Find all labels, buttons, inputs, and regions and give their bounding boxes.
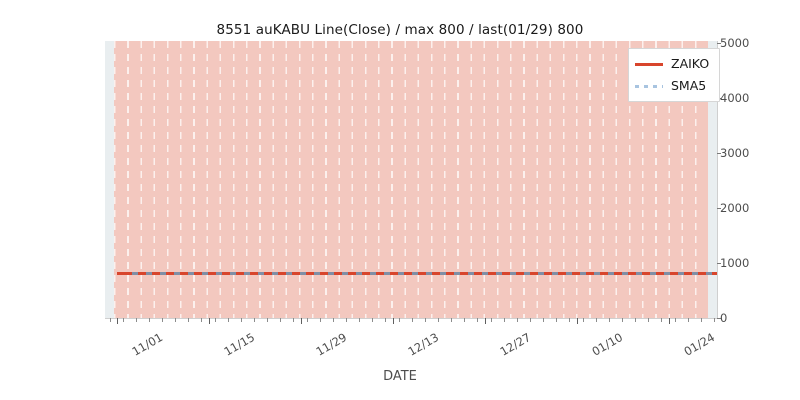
x-tick-minor	[215, 318, 216, 322]
axis-spine-right	[717, 41, 718, 319]
y-tick-mark-3000	[717, 153, 721, 154]
x-tick-minor	[622, 318, 623, 322]
x-tick-minor	[162, 318, 163, 322]
x-tick-minor	[451, 318, 452, 322]
x-tick-minor	[530, 318, 531, 322]
x-tick-minor	[596, 318, 597, 322]
x-tick-label-1: 11/15	[221, 330, 258, 359]
y-tick-label-0: 0	[720, 311, 728, 325]
x-tick-minor	[438, 318, 439, 322]
x-tick-minor	[267, 318, 268, 322]
x-tick-minor	[149, 318, 150, 322]
x-tick-label-2: 11/29	[313, 330, 350, 359]
legend-line-swatch-zaiko	[635, 63, 663, 66]
x-tick-minor	[464, 318, 465, 322]
x-tick-mark-0	[117, 318, 119, 324]
x-tick-minor	[241, 318, 242, 322]
x-tick-minor	[136, 318, 137, 322]
y-tick-mark-1000	[717, 263, 721, 264]
x-tick-label-5: 01/10	[589, 330, 626, 359]
x-tick-minor	[412, 318, 413, 322]
axis-spine-bottom	[105, 318, 717, 319]
x-tick-minor	[385, 318, 386, 322]
x-tick-minor	[346, 318, 347, 322]
x-tick-mark-2	[301, 318, 303, 324]
legend-item-sma5[interactable]: SMA5	[629, 75, 719, 97]
x-tick-label-0: 11/01	[129, 330, 166, 359]
x-tick-minor	[635, 318, 636, 322]
x-tick-minor	[280, 318, 281, 322]
x-tick-minor	[701, 318, 702, 322]
plot-area	[105, 41, 717, 318]
y-tick-label-4000: 4000	[720, 91, 750, 105]
x-tick-minor	[320, 318, 321, 322]
x-tick-label-6: 01/24	[681, 330, 718, 359]
x-tick-minor	[543, 318, 544, 322]
x-tick-minor	[648, 318, 649, 322]
legend-label-sma5: SMA5	[671, 78, 707, 93]
x-tick-minor	[307, 318, 308, 322]
x-tick-minor	[491, 318, 492, 322]
x-tick-mark-3	[393, 318, 395, 324]
chart-title: 8551 auKABU Line(Close) / max 800 / last…	[216, 22, 584, 38]
legend-line-swatch-sma5	[635, 85, 663, 88]
x-tick-minor	[609, 318, 610, 322]
x-tick-label-3: 12/13	[405, 330, 442, 359]
x-tick-minor	[333, 318, 334, 322]
x-tick-minor	[359, 318, 360, 322]
x-tick-minor	[675, 318, 676, 322]
x-tick-minor	[123, 318, 124, 322]
y-tick-mark-5000	[717, 43, 721, 44]
x-tick-minor	[188, 318, 189, 322]
y-tick-label-5000: 5000	[720, 36, 750, 50]
x-tick-minor	[583, 318, 584, 322]
x-tick-minor	[556, 318, 557, 322]
y-tick-label-2000: 2000	[720, 201, 750, 215]
x-tick-minor	[201, 318, 202, 322]
legend-item-zaiko[interactable]: ZAIKO	[629, 53, 719, 75]
x-tick-mark-6	[669, 318, 671, 324]
x-tick-mark-4	[485, 318, 487, 324]
x-tick-mark-1	[209, 318, 211, 324]
x-tick-minor	[228, 318, 229, 322]
y-tick-label-3000: 3000	[720, 146, 750, 160]
plot-data-band	[114, 41, 717, 318]
x-tick-minor	[372, 318, 373, 322]
legend-label-zaiko: ZAIKO	[671, 56, 710, 71]
x-tick-minor	[175, 318, 176, 322]
x-tick-minor	[477, 318, 478, 322]
x-tick-minor	[399, 318, 400, 322]
x-tick-minor	[254, 318, 255, 322]
x-tick-minor	[569, 318, 570, 322]
series-line-sma5	[132, 272, 712, 276]
x-tick-minor	[110, 318, 111, 322]
x-tick-minor	[293, 318, 294, 322]
x-tick-minor	[504, 318, 505, 322]
x-tick-minor	[517, 318, 518, 322]
chart-legend[interactable]: ZAIKO SMA5	[628, 48, 720, 102]
x-axis-label: DATE	[383, 369, 417, 384]
y-tick-label-1000: 1000	[720, 256, 750, 270]
grid-vertical-dashed	[114, 41, 708, 318]
y-tick-mark-2000	[717, 208, 721, 209]
x-tick-minor	[425, 318, 426, 322]
x-tick-minor	[714, 318, 715, 322]
x-tick-minor	[688, 318, 689, 322]
x-tick-label-4: 12/27	[497, 330, 534, 359]
x-tick-minor	[661, 318, 662, 322]
x-tick-mark-5	[577, 318, 579, 324]
y-tick-mark-0	[717, 318, 721, 319]
